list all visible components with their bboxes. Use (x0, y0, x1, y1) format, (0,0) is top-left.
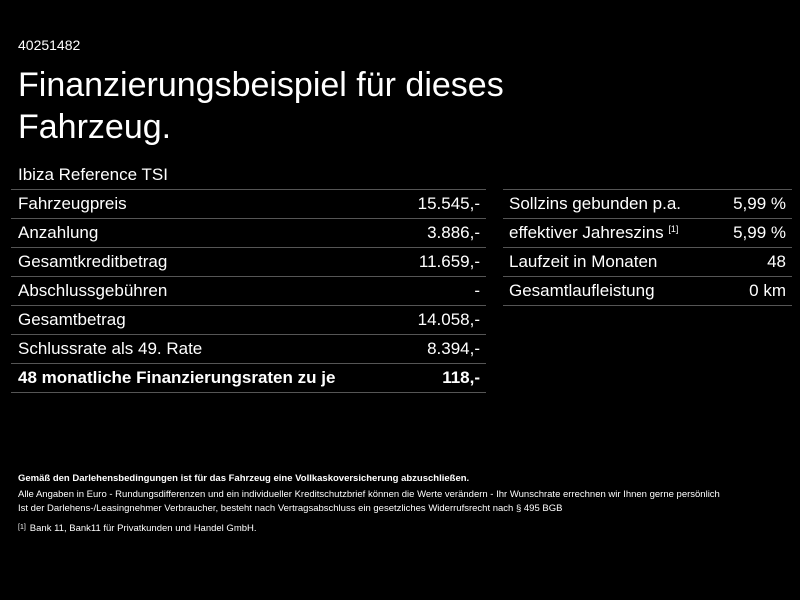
footnote-text: Bank 11, Bank11 für Privatkunden und Han… (29, 523, 257, 534)
row-label: Laufzeit in Monaten (509, 252, 658, 271)
table-row: Anzahlung 3.886,- (11, 219, 486, 248)
insurance-note: Gemäß den Darlehensbedingungen ist für d… (18, 473, 470, 484)
reference-id: 40251482 (18, 37, 81, 53)
row-value: 3.886,- (427, 223, 480, 242)
row-label: effektiver Jahreszins [1] (509, 219, 678, 247)
row-value: 0 km (749, 281, 786, 300)
table-row: Schlussrate als 49. Rate 8.394,- (11, 335, 486, 364)
table-row: Laufzeit in Monaten 48 (503, 248, 792, 277)
disclaimer-line: Alle Angaben in Euro - Rundungsdifferenz… (18, 489, 720, 500)
table-row: Gesamtbetrag 14.058,- (11, 306, 486, 335)
footnote-marker: [1] (668, 224, 679, 234)
row-label: Gesamtlaufleistung (509, 281, 655, 300)
row-label: Gesamtkreditbetrag (18, 252, 168, 271)
legal-notes: Gemäß den Darlehensbedingungen ist für d… (18, 472, 788, 536)
page-title-line-1: Finanzierungsbeispiel für dieses (18, 66, 504, 104)
row-label: Gesamtbetrag (18, 310, 126, 329)
row-value: 11.659,- (418, 252, 480, 271)
row-value: 8.394,- (427, 339, 480, 358)
row-label: Fahrzeugpreis (18, 194, 127, 213)
row-label: Abschlussgebühren (18, 281, 168, 300)
row-value: - (474, 281, 480, 300)
row-label: Anzahlung (18, 223, 99, 242)
interest-table: Sollzins gebunden p.a. 5,99 % effektiver… (503, 189, 792, 306)
row-value: 118,- (442, 368, 480, 387)
table-row: Fahrzeugpreis 15.545,- (11, 190, 486, 219)
page-title: Finanzierungsbeispiel für dieses Fahrzeu… (18, 64, 658, 148)
row-value: 14.058,- (417, 310, 480, 329)
table-row: Gesamtkreditbetrag 11.659,- (11, 248, 486, 277)
table-row: Sollzins gebunden p.a. 5,99 % (503, 190, 792, 219)
table-row: effektiver Jahreszins [1] 5,99 % (503, 219, 792, 248)
footnote-marker: [1] (18, 524, 26, 531)
row-label: 48 monatliche Finanzierungsraten zu je (18, 368, 336, 387)
vehicle-model: Ibiza Reference TSI (18, 165, 168, 184)
monthly-rate-row: 48 monatliche Finanzierungsraten zu je 1… (11, 364, 486, 393)
row-value: 5,99 % (733, 223, 786, 242)
row-label: Sollzins gebunden p.a. (509, 194, 682, 213)
row-value: 48 (767, 252, 786, 271)
financing-table: Fahrzeugpreis 15.545,- Anzahlung 3.886,-… (11, 189, 486, 393)
row-value: 5,99 % (733, 194, 786, 213)
row-label-text: effektiver Jahreszins (509, 223, 664, 242)
row-value: 15.545,- (417, 194, 480, 213)
footnote: [1] Bank 11, Bank11 für Privatkunden und … (18, 522, 788, 536)
page-title-line-2: Fahrzeug. (18, 108, 172, 146)
row-label: Schlussrate als 49. Rate (18, 339, 203, 358)
table-row: Abschlussgebühren - (11, 277, 486, 306)
withdrawal-line: Ist der Darlehens-/Leasingnehmer Verbrau… (18, 503, 563, 514)
table-row: Gesamtlaufleistung 0 km (503, 277, 792, 306)
